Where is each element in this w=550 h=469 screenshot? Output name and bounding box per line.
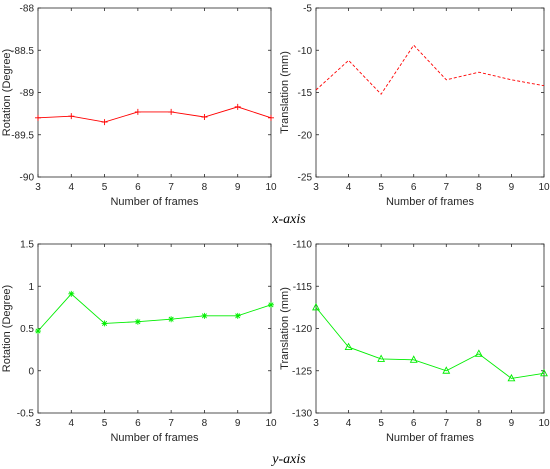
- x-tick-label: 3: [35, 182, 41, 193]
- data-point-marker: [168, 108, 175, 115]
- y-tick-label: -89.5: [11, 130, 34, 141]
- data-point-marker: [312, 302, 320, 311]
- panel-y-rotation: 3 4 5 6 7 8 9 10 -0.5 0 0.5 1 1.5 Number of frames Rot…: [1, 240, 277, 445]
- data-point-marker: [344, 342, 353, 351]
- y-tick-label: -115: [293, 282, 313, 293]
- data-point-marker: [201, 114, 208, 121]
- x-tick-label: 4: [69, 182, 75, 193]
- x-tick-label: 5: [102, 418, 108, 429]
- x-tick-label: 9: [235, 418, 241, 429]
- x-tick-label: 3: [35, 418, 41, 429]
- y-tick-label: 1.5: [20, 240, 34, 251]
- x-tick-label: 4: [346, 418, 352, 429]
- x-tick-label: 4: [346, 182, 352, 193]
- data-point-marker: [68, 113, 75, 120]
- series-line: [37, 293, 272, 332]
- data-point-marker: [507, 373, 516, 382]
- series-line: [315, 307, 545, 379]
- data-point-marker: [540, 368, 548, 377]
- x-tick-label: 9: [509, 418, 515, 429]
- y-tick-label: 1: [28, 282, 34, 293]
- x-tick-label: 6: [411, 182, 417, 193]
- data-point-marker: [474, 349, 483, 357]
- x-axis-label: Number of frames: [110, 196, 199, 208]
- y-tick-label: -15: [298, 88, 313, 99]
- plot-area: [37, 7, 272, 178]
- y-tick-label: -90: [20, 173, 35, 184]
- x-tick-label: 9: [235, 182, 241, 193]
- panel-x-rotation: 3 4 5 6 7 8 9 10 -90 -89.5 -89 -88.5 -88 Number of fr…: [1, 4, 277, 209]
- data-point-marker: [268, 301, 274, 308]
- x-tick-label: 6: [135, 418, 141, 429]
- y-axis-label: Translation (mm): [279, 51, 291, 134]
- y-tick-label: -125: [292, 366, 312, 377]
- data-point-marker: [134, 108, 141, 115]
- data-point-marker: [377, 354, 386, 362]
- x-tick-label: 6: [135, 182, 141, 193]
- y-tick-label: -89: [20, 88, 35, 99]
- y-axis-label: Translation (mm): [279, 287, 291, 370]
- y-tick-label: 0: [28, 366, 34, 377]
- y-tick-label: -120: [292, 324, 312, 335]
- y-tick-label: -130: [292, 409, 312, 420]
- x-axis-label: Number of frames: [110, 432, 199, 444]
- y-tick-label: 0.5: [20, 324, 34, 335]
- data-point-marker: [201, 312, 208, 319]
- x-tick-label: 9: [509, 182, 515, 193]
- data-point-marker: [442, 366, 451, 374]
- data-point-marker: [134, 318, 141, 325]
- y-tick-label: -25: [298, 173, 313, 184]
- data-point-marker: [168, 316, 175, 323]
- panel-x-translation: 3 4 5 6 7 8 9 10 -25 -20 -15 -10 -5 Number of frames T…: [279, 4, 550, 209]
- caption-top: x-axis: [271, 212, 306, 227]
- x-tick-label: 7: [444, 182, 450, 193]
- data-point-marker: [234, 312, 241, 319]
- x-tick-label: 10: [265, 418, 277, 429]
- x-tick-label: 3: [313, 182, 319, 193]
- data-point-marker: [68, 290, 75, 297]
- x-axis-label: Number of frames: [386, 196, 475, 208]
- plot-area: [315, 243, 545, 414]
- x-tick-label: 7: [444, 418, 450, 429]
- x-tick-label: 8: [202, 418, 208, 429]
- x-tick-label: 10: [538, 182, 550, 193]
- y-tick-label: -88: [20, 4, 35, 15]
- y-tick-label: -88.5: [11, 46, 34, 57]
- y-tick-label: -5: [303, 4, 312, 15]
- y-tick-label: -110: [293, 240, 313, 251]
- series-line: [315, 44, 545, 95]
- data-point-marker: [35, 114, 41, 121]
- data-point-marker: [101, 320, 108, 327]
- plot-area: [315, 7, 545, 178]
- plot-area: [37, 243, 272, 414]
- x-tick-label: 8: [476, 182, 482, 193]
- x-tick-label: 6: [411, 418, 417, 429]
- data-point-marker: [234, 103, 241, 110]
- y-axis-label: Rotation (Degree): [1, 49, 13, 136]
- x-tick-label: 7: [168, 182, 174, 193]
- x-axis-label: Number of frames: [386, 432, 475, 444]
- x-tick-label: 10: [265, 182, 277, 193]
- data-point-marker: [101, 119, 108, 126]
- x-tick-label: 8: [202, 182, 208, 193]
- x-tick-label: 5: [378, 182, 384, 193]
- y-tick-label: -0.5: [17, 409, 35, 420]
- series-line: [37, 106, 272, 123]
- y-tick-label: -20: [298, 130, 313, 141]
- x-tick-label: 7: [168, 418, 174, 429]
- y-tick-label: -10: [298, 46, 313, 57]
- x-tick-label: 4: [69, 418, 75, 429]
- caption-bottom: y-axis: [270, 452, 306, 467]
- data-point-marker: [35, 328, 41, 335]
- x-tick-label: 5: [102, 182, 108, 193]
- data-point-marker: [409, 355, 418, 363]
- data-point-marker: [268, 114, 274, 121]
- x-tick-label: 10: [538, 418, 550, 429]
- y-axis-label: Rotation (Degree): [1, 285, 13, 372]
- panel-y-translation: 3 4 5 6 7 8 9 10 -130 -125 -120 -115 -110 Number of f…: [279, 240, 550, 445]
- x-tick-label: 3: [313, 418, 319, 429]
- x-tick-label: 5: [378, 418, 384, 429]
- x-tick-label: 8: [476, 418, 482, 429]
